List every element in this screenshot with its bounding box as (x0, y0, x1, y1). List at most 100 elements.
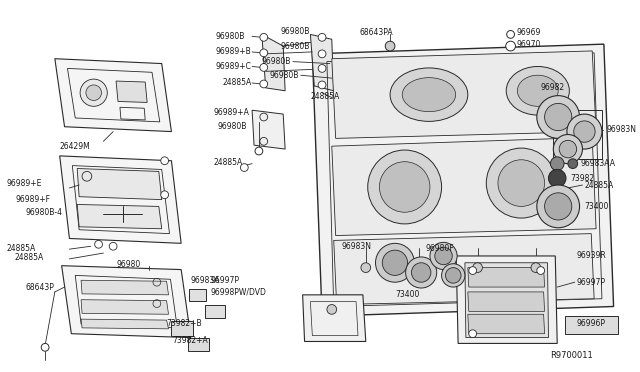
Bar (554, 110, 602, 159)
Circle shape (318, 33, 326, 41)
Text: 96983N: 96983N (607, 125, 637, 134)
Circle shape (382, 250, 408, 275)
Polygon shape (468, 267, 545, 287)
Circle shape (537, 185, 580, 228)
Text: 96982: 96982 (541, 83, 565, 92)
Bar (188, 338, 209, 351)
Text: 26429M: 26429M (60, 142, 90, 151)
Text: 96980F: 96980F (426, 244, 454, 253)
Circle shape (255, 147, 263, 155)
Text: 96980B: 96980B (280, 42, 310, 51)
Text: 68643PA: 68643PA (360, 28, 394, 37)
Text: 68643P: 68643P (26, 283, 54, 292)
Circle shape (414, 263, 424, 272)
Text: 96989+F: 96989+F (16, 195, 51, 204)
Bar (205, 305, 225, 318)
Circle shape (507, 31, 515, 38)
Bar (565, 316, 618, 334)
Circle shape (318, 50, 326, 58)
Text: R9700011: R9700011 (550, 350, 593, 360)
Text: 96997P: 96997P (577, 278, 605, 287)
Circle shape (80, 79, 108, 106)
Text: 96998PW/DVD: 96998PW/DVD (211, 288, 266, 296)
Circle shape (86, 85, 102, 100)
Circle shape (41, 343, 49, 351)
Polygon shape (310, 34, 333, 91)
Text: 96980B: 96980B (217, 122, 246, 131)
Circle shape (327, 305, 337, 314)
Ellipse shape (517, 75, 558, 106)
Polygon shape (312, 44, 614, 316)
Circle shape (318, 81, 326, 89)
Circle shape (161, 191, 168, 199)
Circle shape (498, 160, 545, 206)
Circle shape (260, 33, 268, 41)
Circle shape (468, 267, 477, 275)
Circle shape (554, 135, 582, 164)
Polygon shape (81, 300, 168, 314)
Circle shape (567, 114, 602, 149)
Circle shape (445, 267, 461, 283)
Polygon shape (456, 256, 557, 343)
Ellipse shape (506, 67, 570, 115)
Polygon shape (303, 295, 366, 341)
Bar (189, 289, 207, 301)
Circle shape (545, 103, 572, 131)
Polygon shape (468, 292, 545, 311)
Text: 96989+B: 96989+B (215, 47, 251, 57)
Text: 96996P: 96996P (577, 320, 605, 328)
Bar (172, 321, 193, 336)
Circle shape (361, 263, 371, 272)
Circle shape (430, 243, 457, 270)
Circle shape (559, 187, 567, 195)
Circle shape (241, 164, 248, 171)
Circle shape (260, 64, 268, 71)
Text: 96980B: 96980B (269, 71, 299, 80)
Ellipse shape (402, 78, 456, 112)
Text: 96939R: 96939R (577, 251, 607, 260)
Polygon shape (81, 280, 168, 295)
Text: 73982+A: 73982+A (172, 336, 208, 345)
Circle shape (531, 263, 541, 272)
Circle shape (537, 96, 580, 138)
Text: 96989+E: 96989+E (6, 179, 42, 187)
Polygon shape (332, 137, 596, 235)
Circle shape (435, 247, 452, 265)
Circle shape (161, 157, 168, 165)
Text: 96980B: 96980B (262, 57, 291, 66)
Circle shape (318, 64, 326, 72)
Polygon shape (81, 319, 168, 329)
Polygon shape (465, 263, 548, 338)
Text: 96997P: 96997P (211, 276, 239, 285)
Polygon shape (55, 59, 172, 132)
Polygon shape (61, 266, 191, 338)
Text: 96983N: 96983N (342, 242, 371, 251)
Circle shape (486, 148, 556, 218)
Circle shape (412, 263, 431, 282)
Text: 96983AA: 96983AA (580, 159, 616, 168)
Circle shape (537, 267, 545, 275)
Polygon shape (77, 205, 162, 229)
Circle shape (95, 240, 102, 248)
Circle shape (468, 330, 477, 338)
Text: 96969: 96969 (516, 28, 541, 37)
Text: 96983A: 96983A (191, 276, 220, 285)
Text: 24885A: 24885A (584, 180, 614, 189)
Text: 24885A: 24885A (6, 244, 35, 253)
Circle shape (260, 80, 268, 88)
Text: 73982+B: 73982+B (166, 318, 202, 327)
Text: 96980B-4: 96980B-4 (26, 208, 63, 217)
Circle shape (385, 41, 395, 51)
Text: 96970: 96970 (516, 40, 541, 49)
Polygon shape (262, 34, 285, 91)
Text: 96980B: 96980B (215, 32, 244, 41)
Polygon shape (116, 81, 147, 102)
Circle shape (548, 170, 566, 187)
Polygon shape (333, 234, 594, 305)
Text: 73400: 73400 (395, 290, 419, 299)
Text: 96980: 96980 (116, 260, 140, 269)
Polygon shape (77, 169, 162, 200)
Circle shape (550, 157, 564, 170)
Circle shape (568, 159, 578, 169)
Text: 73400: 73400 (584, 202, 609, 211)
